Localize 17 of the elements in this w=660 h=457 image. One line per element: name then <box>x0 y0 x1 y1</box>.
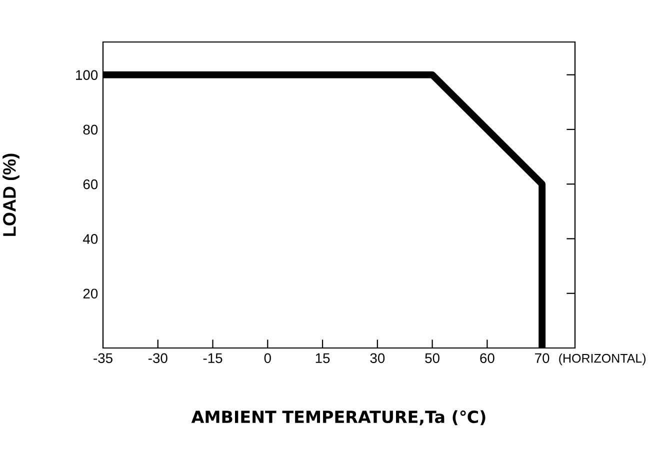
y-tick-label: 60 <box>83 179 98 190</box>
x-tick-label: 0 <box>264 353 271 364</box>
y-tick-label: 80 <box>83 124 98 135</box>
x-axis-title: AMBIENT TEMPERATURE,Ta (℃) <box>191 410 486 426</box>
text: (HORIZONTAL) <box>559 354 646 366</box>
x-tick-label: -30 <box>148 353 168 364</box>
x-tick-label: 15 <box>316 353 330 364</box>
x-tick-label: -35 <box>94 353 112 364</box>
x-tick-label: 50 <box>425 353 440 364</box>
y-tick-label: 40 <box>83 234 98 244</box>
y-tick-label: 100 <box>76 70 98 80</box>
x-tick-label: 60 <box>480 353 494 364</box>
x-tick-label: -15 <box>203 353 222 364</box>
x-tick-label: 30 <box>370 353 385 364</box>
y-tick-label: 20 <box>83 288 98 299</box>
y-axis-title: LOAD (%) <box>2 154 20 236</box>
x-tick-label: 70 <box>535 353 550 364</box>
